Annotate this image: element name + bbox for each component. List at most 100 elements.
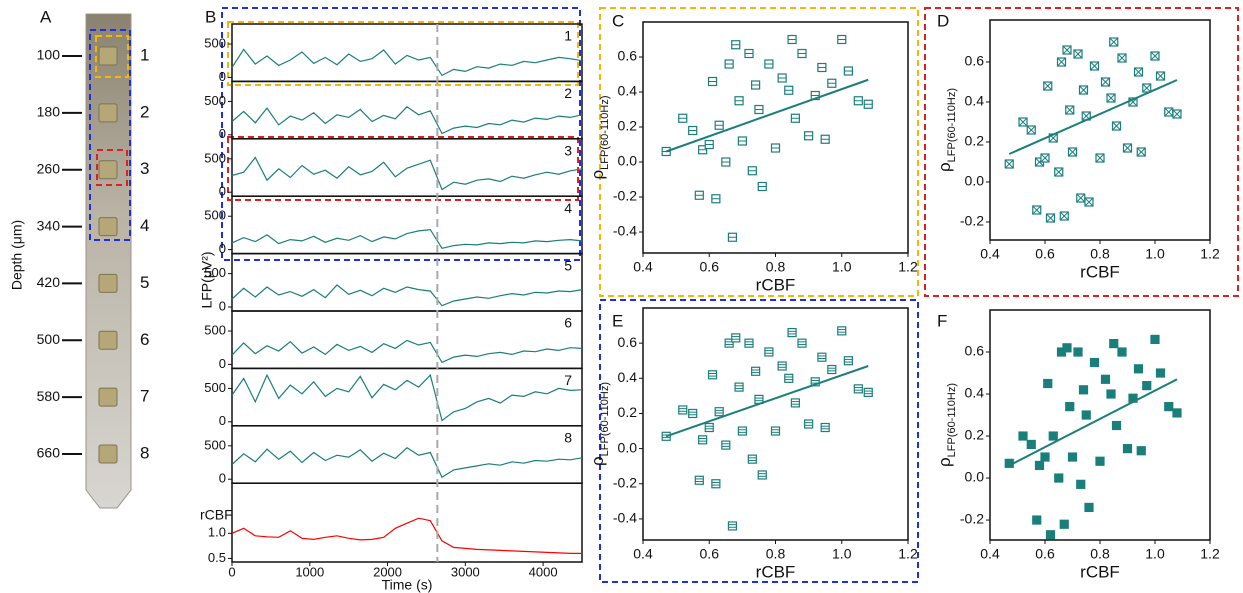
point xyxy=(1076,479,1086,489)
panel-label: D xyxy=(937,11,949,30)
point-glyph xyxy=(1043,81,1053,91)
point xyxy=(1026,125,1036,135)
axis-label: ρLFP(60-110Hz) xyxy=(588,382,610,466)
point-box xyxy=(1043,378,1053,389)
probe-shank xyxy=(85,13,132,509)
point xyxy=(1117,53,1127,63)
y-tick-label: 420 xyxy=(37,274,61,290)
x-tick-label: 0.6 xyxy=(1035,546,1055,562)
point xyxy=(1084,502,1094,513)
axis-label-subscript: LFP(60-110Hz) xyxy=(599,382,611,456)
point-box xyxy=(737,426,747,436)
point xyxy=(734,96,744,106)
point xyxy=(1095,153,1105,163)
x-tick-label: 1.0 xyxy=(832,546,852,562)
point-box xyxy=(714,407,724,417)
point-box xyxy=(1100,374,1111,384)
point xyxy=(707,76,718,87)
point xyxy=(1040,153,1050,163)
axis-label-symbol: ρ xyxy=(588,170,607,180)
point xyxy=(1100,77,1111,87)
point-box xyxy=(1026,439,1036,450)
point-glyph xyxy=(1109,37,1119,47)
x-tick-label: 0.4 xyxy=(633,259,653,275)
point xyxy=(804,131,814,141)
axis-label-symbol: ρ xyxy=(935,457,954,467)
point xyxy=(1142,381,1152,391)
point-box xyxy=(1164,402,1174,412)
plot-frame xyxy=(642,307,909,541)
point-box xyxy=(843,356,853,366)
point xyxy=(1059,519,1069,529)
x-tick-label: 1.2 xyxy=(1200,546,1220,562)
y-tick-label: 660 xyxy=(37,445,61,461)
point xyxy=(734,382,744,392)
x-tick-label: 0.8 xyxy=(1090,246,1110,262)
y-tick-label: -0.2 xyxy=(613,474,637,490)
axis-label-subscript: LFP(60-110Hz) xyxy=(946,383,958,457)
point-box xyxy=(1142,381,1152,391)
point xyxy=(1155,71,1166,81)
trace-line xyxy=(231,106,583,135)
x-tick-label: 0.6 xyxy=(700,259,720,275)
point-box xyxy=(1032,515,1042,525)
point xyxy=(698,435,708,445)
point xyxy=(1084,197,1094,207)
y-tick-label: 0 xyxy=(219,184,226,199)
panel-label: E xyxy=(612,311,623,330)
point xyxy=(694,190,704,200)
point-box xyxy=(727,521,738,531)
x-tick-label: 4000 xyxy=(529,564,558,579)
point-box xyxy=(734,382,744,392)
point xyxy=(744,48,754,59)
point xyxy=(843,66,853,76)
point xyxy=(1032,205,1042,215)
point-glyph xyxy=(1065,105,1075,115)
point xyxy=(787,328,797,338)
point xyxy=(1109,339,1119,349)
point xyxy=(678,113,688,123)
point xyxy=(1155,368,1166,378)
trace-line xyxy=(231,339,583,364)
y-tick-label: 580 xyxy=(37,388,61,404)
fit-line xyxy=(1008,79,1178,155)
y-tick-label: -0.2 xyxy=(960,511,984,527)
y-tick-label: 340 xyxy=(37,217,61,233)
point-glyph xyxy=(1112,121,1121,131)
point-glyph xyxy=(1172,109,1182,119)
point-glyph xyxy=(1101,77,1110,87)
row-label: 8 xyxy=(564,430,572,446)
point xyxy=(1133,67,1144,77)
point-box xyxy=(704,422,714,433)
point xyxy=(820,422,830,433)
point-box xyxy=(1045,530,1056,540)
channel-label: 7 xyxy=(140,387,149,406)
trace-frame xyxy=(231,367,583,427)
x-tick-label: 2000 xyxy=(373,564,402,579)
point xyxy=(724,59,734,69)
point xyxy=(688,125,698,136)
point xyxy=(737,426,747,436)
point xyxy=(1078,385,1089,395)
point-glyph xyxy=(1068,147,1077,157)
point-box xyxy=(1065,402,1075,412)
x-tick-label: 0 xyxy=(228,564,235,579)
point-glyph xyxy=(1057,57,1066,67)
point xyxy=(790,113,800,123)
point-glyph xyxy=(1090,61,1099,71)
point-box xyxy=(731,333,741,343)
point xyxy=(1142,83,1152,93)
x-tick-label: 0.8 xyxy=(766,259,786,275)
trace-frame xyxy=(231,23,583,83)
point xyxy=(721,157,731,167)
point xyxy=(853,96,863,106)
x-tick-label: 1.0 xyxy=(1145,246,1165,262)
y-tick-label: 0.2 xyxy=(965,427,985,443)
point xyxy=(770,143,781,153)
point xyxy=(711,479,721,489)
point xyxy=(1043,378,1053,389)
electrode xyxy=(98,103,118,123)
point xyxy=(764,347,774,357)
point xyxy=(1067,147,1078,157)
